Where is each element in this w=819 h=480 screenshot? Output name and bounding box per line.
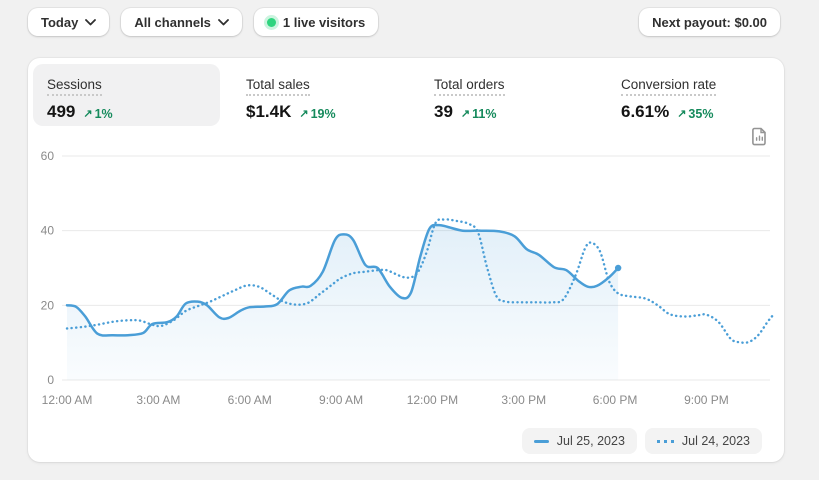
- export-report-button[interactable]: [748, 127, 770, 151]
- svg-text:3:00 AM: 3:00 AM: [136, 393, 180, 407]
- live-dot-icon: [266, 17, 276, 27]
- svg-text:0: 0: [47, 373, 54, 387]
- analytics-card: Sessions 499 ↗ 1% Total sales $1.4K ↗ 19% …: [28, 58, 784, 462]
- metric-change: 35%: [688, 107, 714, 121]
- svg-text:6:00 PM: 6:00 PM: [593, 393, 638, 407]
- svg-text:12:00 AM: 12:00 AM: [42, 393, 93, 407]
- metric-change: 11%: [472, 107, 497, 121]
- metric-label: Total orders: [434, 77, 505, 96]
- chevron-down-icon: [218, 18, 229, 26]
- svg-text:20: 20: [41, 298, 55, 312]
- metric-label: Sessions: [47, 77, 102, 96]
- solid-line-swatch-icon: [533, 439, 549, 443]
- chevron-down-icon: [85, 18, 97, 26]
- metric-tab-conversion-rate[interactable]: Conversion rate 6.61% ↗ 35%: [607, 64, 777, 126]
- legend-item-jul-25[interactable]: Jul 25, 2023: [521, 428, 637, 454]
- file-chart-icon: [751, 127, 768, 151]
- date-range-button[interactable]: Today: [28, 8, 110, 36]
- metric-value: 499: [47, 102, 76, 121]
- up-arrow-icon: ↗: [299, 108, 309, 120]
- metric-change: 1%: [94, 107, 113, 121]
- channels-label: All channels: [134, 14, 211, 30]
- svg-text:3:00 PM: 3:00 PM: [501, 393, 546, 407]
- metric-value: 6.61%: [621, 102, 670, 121]
- chart-legend: Jul 25, 2023 Jul 24, 2023: [521, 428, 762, 454]
- svg-text:40: 40: [41, 224, 55, 238]
- legend-label: Jul 24, 2023: [681, 434, 750, 448]
- dotted-line-swatch-icon: [656, 439, 674, 443]
- live-visitors-label: 1 live visitors: [282, 14, 366, 30]
- metric-label: Conversion rate: [621, 77, 717, 96]
- toolbar: Today All channels 1 live visitors Next …: [28, 8, 780, 36]
- svg-text:6:00 AM: 6:00 AM: [228, 393, 272, 407]
- next-payout-label: Next payout: $0.00: [652, 14, 767, 30]
- legend-item-jul-24[interactable]: Jul 24, 2023: [644, 428, 762, 454]
- svg-text:60: 60: [41, 149, 55, 163]
- sessions-chart-svg[interactable]: 0 20 40 60 12:00 AM 3:00 AM 6:00 AM 9:00 AM 12:0…: [28, 128, 784, 428]
- live-visitors-badge[interactable]: 1 live visitors: [253, 8, 379, 36]
- metric-label: Total sales: [246, 77, 310, 96]
- metric-value: 39: [434, 102, 453, 121]
- metric-value: $1.4K: [246, 102, 292, 121]
- metric-tab-total-orders[interactable]: Total orders 39 ↗ 11%: [420, 64, 590, 126]
- up-arrow-icon: ↗: [83, 108, 93, 120]
- up-arrow-icon: ↗: [460, 108, 471, 120]
- date-range-label: Today: [41, 14, 79, 30]
- metric-tab-total-sales[interactable]: Total sales $1.4K ↗ 19%: [232, 64, 407, 126]
- metric-tab-sessions[interactable]: Sessions 499 ↗ 1%: [33, 64, 220, 126]
- svg-text:9:00 PM: 9:00 PM: [684, 393, 729, 407]
- metric-change: 19%: [310, 107, 336, 121]
- svg-text:12:00 PM: 12:00 PM: [407, 393, 458, 407]
- svg-text:9:00 AM: 9:00 AM: [319, 393, 363, 407]
- next-payout-button[interactable]: Next payout: $0.00: [639, 8, 780, 36]
- sessions-chart[interactable]: 0 20 40 60 12:00 AM 3:00 AM 6:00 AM 9:00 AM 12:0…: [28, 128, 784, 428]
- legend-label: Jul 25, 2023: [556, 434, 625, 448]
- up-arrow-icon: ↗: [677, 108, 687, 120]
- channels-button[interactable]: All channels: [121, 8, 242, 36]
